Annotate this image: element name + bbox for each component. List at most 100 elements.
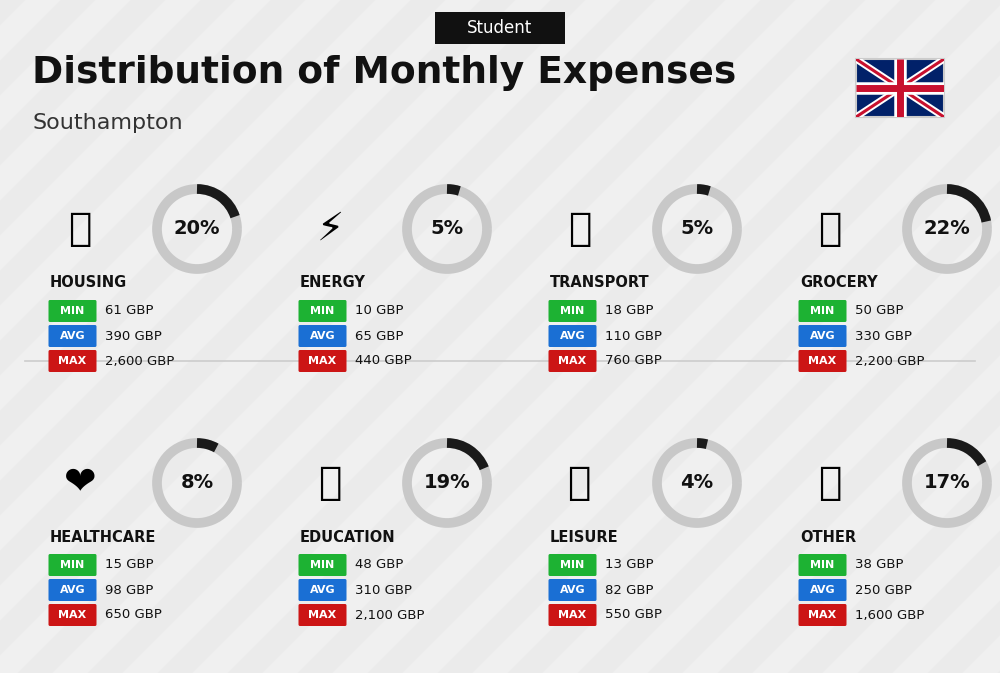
Text: 🛒: 🛒 [818,210,842,248]
Text: AVG: AVG [310,331,335,341]
FancyBboxPatch shape [798,300,846,322]
FancyBboxPatch shape [298,554,347,576]
Text: MIN: MIN [60,560,85,570]
Text: 550 GBP: 550 GBP [605,608,662,621]
Text: 330 GBP: 330 GBP [855,330,912,343]
Text: 17%: 17% [924,474,970,493]
Text: 38 GBP: 38 GBP [855,559,903,571]
FancyBboxPatch shape [48,604,96,626]
Text: 82 GBP: 82 GBP [605,583,654,596]
Text: 390 GBP: 390 GBP [105,330,162,343]
FancyBboxPatch shape [548,604,596,626]
FancyBboxPatch shape [548,300,596,322]
FancyBboxPatch shape [48,300,96,322]
FancyBboxPatch shape [48,325,96,347]
FancyBboxPatch shape [298,325,347,347]
Text: ⚡: ⚡ [316,210,344,248]
Text: MIN: MIN [810,560,835,570]
Text: HOUSING: HOUSING [50,275,127,291]
FancyBboxPatch shape [798,604,846,626]
FancyBboxPatch shape [48,350,96,372]
Text: 10 GBP: 10 GBP [355,304,404,318]
Text: Distribution of Monthly Expenses: Distribution of Monthly Expenses [32,55,736,91]
FancyBboxPatch shape [298,604,347,626]
Text: 61 GBP: 61 GBP [105,304,154,318]
Text: MAX: MAX [308,610,337,620]
Text: MAX: MAX [58,610,87,620]
Text: ENERGY: ENERGY [300,275,366,291]
Text: MAX: MAX [558,610,587,620]
Text: 22%: 22% [924,219,970,238]
Text: 👜: 👜 [818,464,842,502]
Text: 650 GBP: 650 GBP [105,608,162,621]
Text: 48 GBP: 48 GBP [355,559,403,571]
Text: MIN: MIN [810,306,835,316]
Text: 760 GBP: 760 GBP [605,355,662,367]
Text: MAX: MAX [808,356,837,366]
Text: MAX: MAX [58,356,87,366]
Text: 13 GBP: 13 GBP [605,559,654,571]
Text: MIN: MIN [310,306,335,316]
Text: 2,100 GBP: 2,100 GBP [355,608,424,621]
FancyBboxPatch shape [548,554,596,576]
Text: 8%: 8% [180,474,214,493]
FancyBboxPatch shape [548,325,596,347]
Text: 65 GBP: 65 GBP [355,330,404,343]
Text: Student: Student [467,19,533,37]
Text: MIN: MIN [310,560,335,570]
Text: 50 GBP: 50 GBP [855,304,903,318]
Text: MIN: MIN [560,306,585,316]
Text: AVG: AVG [60,585,85,595]
FancyBboxPatch shape [48,579,96,601]
FancyBboxPatch shape [798,554,846,576]
Text: 5%: 5% [430,219,464,238]
FancyBboxPatch shape [435,12,565,44]
Text: GROCERY: GROCERY [800,275,878,291]
Text: MIN: MIN [60,306,85,316]
Text: 2,600 GBP: 2,600 GBP [105,355,174,367]
Text: OTHER: OTHER [800,530,856,544]
FancyBboxPatch shape [48,554,96,576]
Text: 5%: 5% [680,219,714,238]
FancyBboxPatch shape [798,579,846,601]
Text: 4%: 4% [680,474,714,493]
Text: 440 GBP: 440 GBP [355,355,412,367]
Text: MAX: MAX [808,610,837,620]
Text: MAX: MAX [308,356,337,366]
Text: 19%: 19% [424,474,470,493]
Text: 98 GBP: 98 GBP [105,583,153,596]
Text: TRANSPORT: TRANSPORT [550,275,650,291]
FancyBboxPatch shape [798,350,846,372]
Text: 🛍️: 🛍️ [568,464,592,502]
Text: 🚌: 🚌 [568,210,592,248]
FancyBboxPatch shape [798,325,846,347]
Text: 250 GBP: 250 GBP [855,583,912,596]
Text: EDUCATION: EDUCATION [300,530,396,544]
Text: 🎓: 🎓 [318,464,342,502]
Text: MAX: MAX [558,356,587,366]
Text: AVG: AVG [560,331,585,341]
Text: 18 GBP: 18 GBP [605,304,654,318]
Text: AVG: AVG [310,585,335,595]
FancyBboxPatch shape [298,579,347,601]
Text: 310 GBP: 310 GBP [355,583,412,596]
Text: AVG: AVG [60,331,85,341]
FancyBboxPatch shape [298,350,347,372]
Text: 🏢: 🏢 [68,210,92,248]
Text: AVG: AVG [810,331,835,341]
Text: MIN: MIN [560,560,585,570]
FancyBboxPatch shape [548,579,596,601]
Text: 15 GBP: 15 GBP [105,559,154,571]
FancyBboxPatch shape [548,350,596,372]
Text: AVG: AVG [560,585,585,595]
FancyBboxPatch shape [856,59,944,117]
Text: HEALTHCARE: HEALTHCARE [50,530,156,544]
Text: LEISURE: LEISURE [550,530,619,544]
Text: AVG: AVG [810,585,835,595]
Text: 2,200 GBP: 2,200 GBP [855,355,924,367]
Text: 110 GBP: 110 GBP [605,330,662,343]
Text: 1,600 GBP: 1,600 GBP [855,608,924,621]
Text: Southampton: Southampton [32,113,183,133]
FancyBboxPatch shape [298,300,347,322]
Text: ❤️: ❤️ [64,464,96,502]
